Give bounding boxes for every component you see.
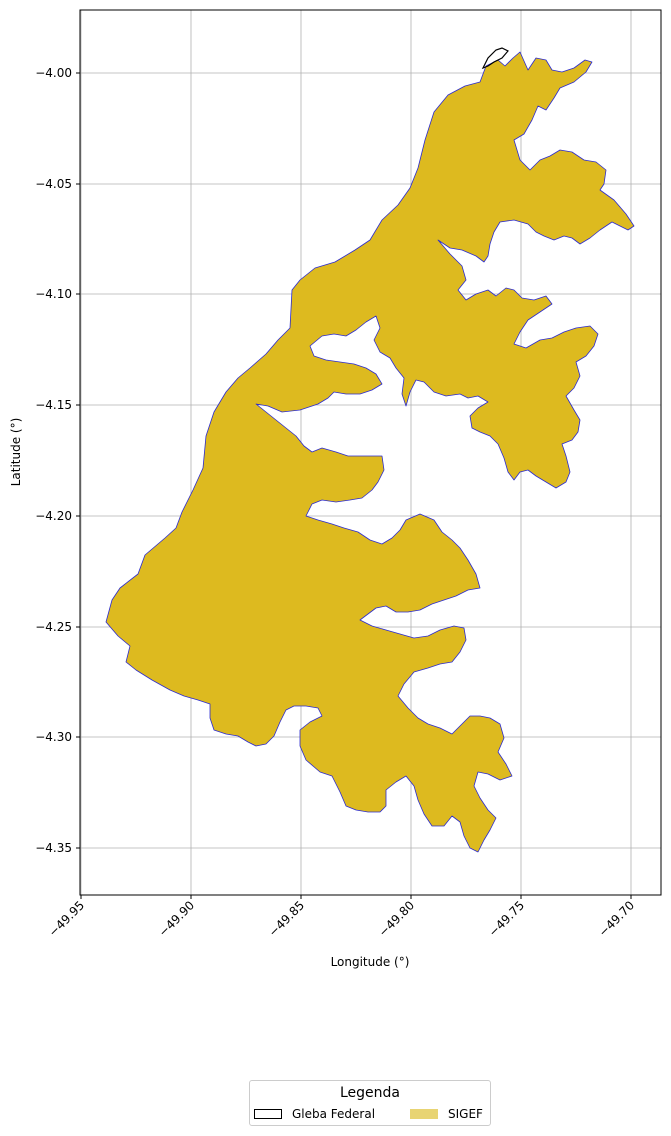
legend-item-gleba-federal: Gleba Federal [254,1107,375,1121]
y-axis-title: Latitude (°) [9,418,23,487]
x-tick-label: −49.80 [376,898,417,939]
y-tick-label: −4.15 [35,398,72,412]
legend-title: Legenda [339,1085,400,1101]
y-tick-label: −4.35 [35,841,72,855]
x-tick-label: −49.75 [486,898,527,939]
x-axis-title: Longitude (°) [331,955,410,969]
legend: Legenda Gleba Federal SIGEF [249,1080,491,1126]
y-axis: −4.00 −4.05 −4.10 −4.15 −4.20 −4.25 −4.3… [35,66,80,855]
y-tick-label: −4.10 [35,287,72,301]
sigef-polygon [105,51,635,853]
y-tick-label: −4.25 [35,620,72,634]
x-tick-label: −49.90 [156,898,197,939]
x-tick-label: −49.70 [596,898,637,939]
legend-label: Gleba Federal [292,1107,376,1121]
y-tick-label: −4.20 [35,509,72,523]
legend-item-sigef: SIGEF [410,1107,483,1121]
axes-frame [79,9,662,896]
legend-swatch-gleba-federal [254,1109,282,1119]
x-tick-label: −49.85 [266,898,307,939]
legend-label: SIGEF [448,1107,483,1121]
gleba-federal-polygon [481,47,509,70]
x-axis: −49.95 −49.90 −49.85 −49.80 −49.75 −49.7… [46,895,637,940]
y-tick-label: −4.00 [35,66,72,80]
legend-swatch-sigef [410,1109,438,1119]
y-tick-label: −4.30 [35,730,72,744]
x-tick-label: −49.95 [46,898,87,939]
y-tick-label: −4.05 [35,177,72,191]
